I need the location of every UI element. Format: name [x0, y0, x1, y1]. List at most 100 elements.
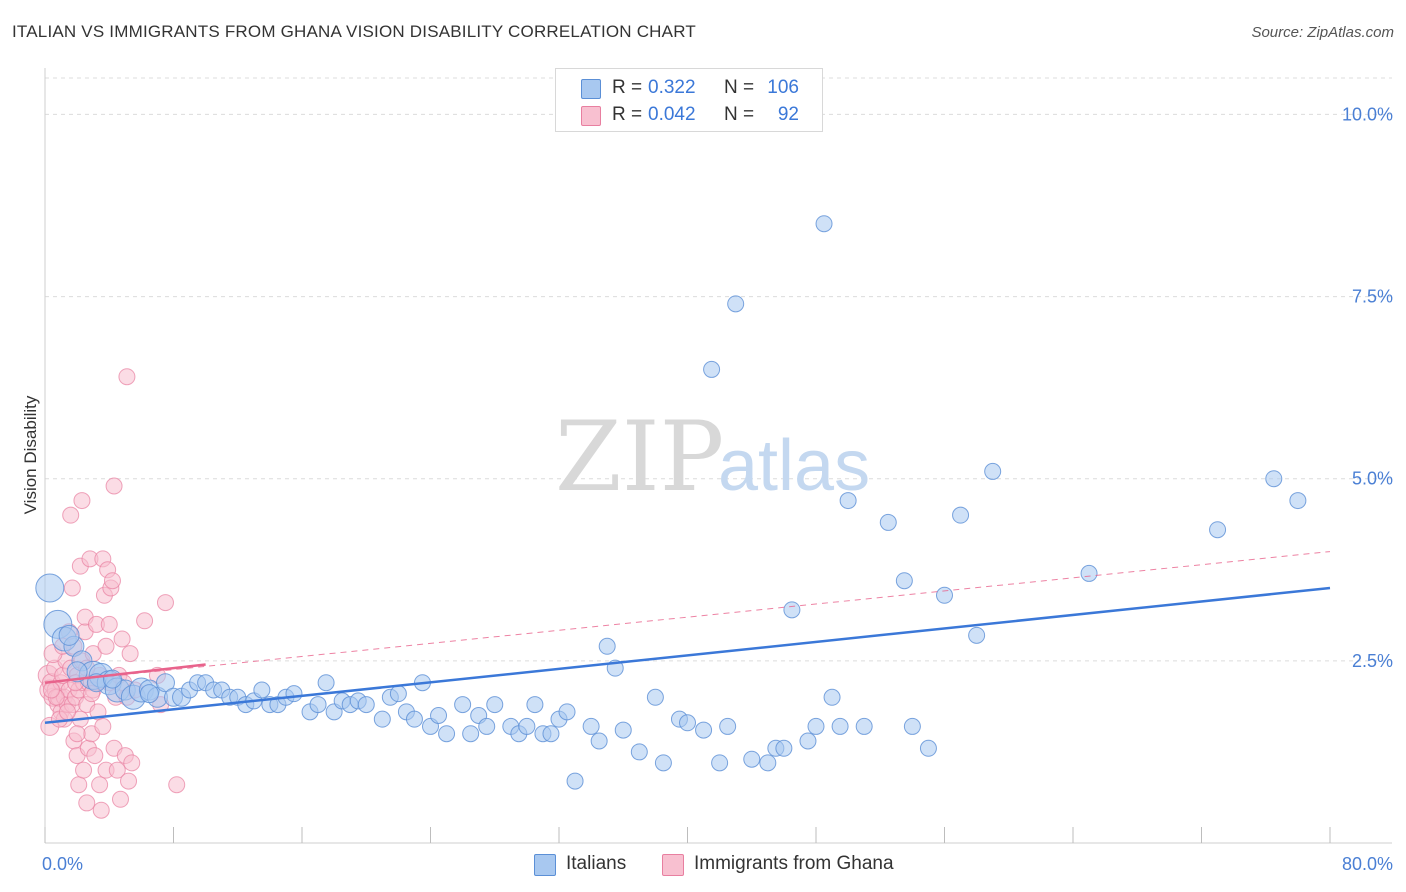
- italian-point-87: [839, 492, 857, 510]
- legend-n-label: N =: [724, 104, 755, 125]
- legend-n-label: N =: [724, 77, 755, 98]
- trend-lines: [44, 551, 1331, 725]
- legend-n-value: 106: [767, 77, 799, 98]
- y-tick-label-1: 5.0%: [1352, 469, 1393, 489]
- ghana-point-65: [111, 790, 129, 808]
- bottom-legend-swatch-italians: [534, 854, 556, 876]
- italian-point-73: [703, 360, 721, 378]
- italian-point-93: [936, 586, 953, 604]
- chart-title: ITALIAN VS IMMIGRANTS FROM GHANA VISION …: [12, 22, 696, 41]
- ghana-point-53: [97, 637, 115, 655]
- ghana-point-59: [103, 572, 121, 590]
- italian-point-33: [317, 674, 335, 692]
- y-tick-label-2: 7.5%: [1352, 287, 1393, 307]
- italian-point-90: [895, 572, 913, 590]
- stats-legend: R = 0.322 N = 106 R = 0.042 N = 92: [555, 68, 823, 132]
- italian-point-94: [952, 506, 970, 524]
- italian-point-92: [919, 739, 937, 757]
- ghana-trend-dashed: [44, 551, 1331, 684]
- italian-point-89: [879, 513, 897, 531]
- italian-point-26: [253, 681, 271, 699]
- italian-point-97: [1080, 564, 1098, 582]
- italian-point-32: [309, 696, 327, 714]
- italian-point-52: [486, 696, 504, 714]
- legend-swatch-italians: [581, 79, 601, 99]
- ghana-point-44: [86, 747, 104, 765]
- x-tick-label-max: 80.0%: [1342, 854, 1393, 874]
- ghana-point-57: [100, 615, 118, 633]
- italian-point-80: [775, 739, 793, 757]
- ghana-point-63: [108, 761, 126, 779]
- x-tick-label-min: 0.0%: [42, 854, 83, 874]
- italian-point-71: [679, 714, 696, 732]
- axes: [44, 68, 1392, 844]
- italian-point-30: [285, 685, 303, 703]
- italian-point-76: [727, 295, 745, 313]
- italian-point-39: [373, 710, 391, 728]
- italian-point-82: [799, 732, 817, 750]
- italian-point-77: [743, 750, 761, 768]
- italian-point-61: [566, 772, 584, 790]
- tick-labels: 2.5% 5.0% 7.5% 10.0% 0.0% 80.0%: [42, 104, 1393, 874]
- ghana-point-18: [62, 506, 80, 524]
- legend-row-italians: R = 0.322 N = 106: [556, 75, 822, 101]
- legend-row-ghana: R = 0.042 N = 92: [556, 102, 822, 128]
- italian-point-78: [759, 754, 777, 772]
- y-tick-label-3: 10.0%: [1342, 104, 1393, 124]
- italian-points: [35, 215, 1307, 790]
- ghana-trend-solid: [44, 663, 206, 684]
- italian-point-68: [646, 688, 664, 706]
- ghana-point-51: [94, 717, 112, 735]
- italian-point-14: [155, 673, 175, 693]
- italian-point-81: [783, 601, 801, 619]
- ghana-point-66: [113, 630, 131, 648]
- italian-point-86: [831, 717, 849, 735]
- ghana-point-87: [58, 703, 76, 721]
- bottom-legend-swatch-ghana: [662, 854, 684, 876]
- italian-point-105: [139, 684, 159, 704]
- ghana-point-48: [91, 776, 109, 794]
- ghana-point-37: [78, 794, 96, 812]
- italian-point-56: [526, 696, 544, 714]
- italian-point-47: [438, 725, 456, 743]
- italian-point-67: [630, 743, 648, 761]
- italian-point-84: [807, 717, 825, 735]
- italian-point-101: [58, 624, 80, 646]
- italian-point-43: [405, 710, 423, 728]
- italian-point-85: [823, 688, 841, 706]
- watermark: ZIP atlas: [555, 401, 870, 513]
- italian-point-74: [711, 754, 729, 772]
- italian-point-38: [357, 696, 375, 714]
- ghana-point-79: [168, 776, 186, 794]
- italian-point-100: [1289, 492, 1307, 510]
- ghana-point-27: [70, 776, 88, 794]
- legend-n-value: 92: [777, 104, 799, 125]
- italian-point-75: [719, 717, 737, 735]
- legend-swatch-ghana: [581, 106, 601, 126]
- italian-point-96: [984, 462, 1002, 480]
- ghana-point-61: [105, 477, 123, 495]
- italian-point-104: [102, 669, 122, 689]
- ghana-point-84: [68, 725, 86, 743]
- ghana-point-78: [156, 594, 174, 612]
- italian-point-55: [518, 717, 536, 735]
- italian-point-99: [1265, 470, 1283, 488]
- bottom-legend-label-ghana: Immigrants from Ghana: [694, 853, 894, 874]
- italian-point-49: [462, 725, 480, 743]
- ghana-point-20: [63, 579, 81, 597]
- watermark-atlas: atlas: [718, 426, 870, 506]
- ghana-point-72: [121, 645, 139, 663]
- watermark-zip: ZIP: [555, 401, 724, 513]
- italian-point-98: [1209, 521, 1227, 539]
- bottom-legend-label-italians: Italians: [566, 853, 627, 874]
- ghana-point-73: [123, 754, 141, 772]
- italian-point-0: [35, 573, 65, 603]
- italian-point-60: [558, 703, 576, 721]
- ghana-point-75: [136, 612, 154, 630]
- legend-r-label: R =: [612, 104, 643, 125]
- source-label: Source: ZipAtlas.com: [1251, 24, 1394, 41]
- italian-point-63: [590, 732, 608, 750]
- italian-point-83: [815, 215, 833, 233]
- italians-trend-line: [44, 586, 1331, 725]
